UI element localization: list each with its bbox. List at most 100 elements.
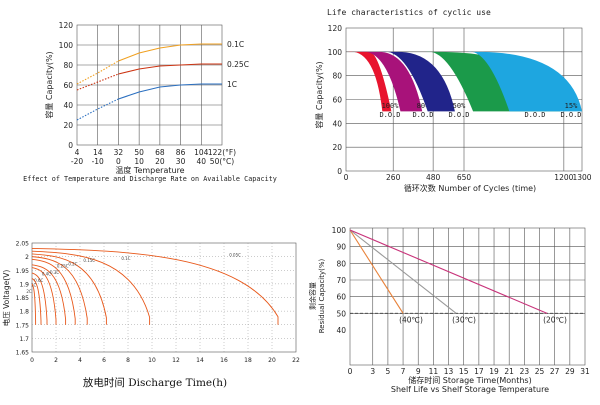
c1-series-label-0.25C: 0.25C bbox=[227, 60, 249, 69]
c4-y-tick-label: 70 bbox=[336, 276, 346, 285]
c1-x-tick-f-label: 50 bbox=[134, 148, 144, 157]
c3-series-label: 1C bbox=[31, 282, 37, 287]
c4-x-axis-label: 储存时间 Storage Time(Months) bbox=[408, 375, 531, 385]
c4-x-tick-label: 23 bbox=[520, 367, 530, 376]
c3-x-tick-label: 4 bbox=[78, 357, 82, 364]
c3-y-tick-label: 2 bbox=[25, 254, 29, 261]
c1-series-dashed-0.1C bbox=[76, 60, 119, 85]
c3-x-tick-label: 18 bbox=[244, 357, 252, 364]
c4-x-tick-label: 15 bbox=[459, 367, 469, 376]
c2-x-axis-label: 循环次数 Number of Cycles (time) bbox=[404, 183, 536, 193]
c2-y-tick-label: 0 bbox=[337, 167, 342, 176]
c3-x-tick-label: 0 bbox=[30, 357, 34, 364]
c2-area-15% D.O.D bbox=[467, 51, 582, 112]
c3-x-tick-label: 14 bbox=[196, 357, 204, 364]
c1-y-tick-label: 80 bbox=[63, 61, 73, 70]
c2-y-axis-label: 容量 Capacity(%) bbox=[314, 61, 324, 128]
c1-x-tick-f-label: 104 bbox=[194, 148, 209, 157]
c1-x-tick-c-label: -20 bbox=[71, 157, 83, 166]
c4-series-40°C bbox=[349, 229, 404, 314]
c2-y-tick-label: 100 bbox=[328, 48, 343, 57]
c4-x-tick-label: 7 bbox=[401, 367, 406, 376]
c3-x-tick-label: 2 bbox=[54, 357, 58, 364]
c2-x-tick-label: 480 bbox=[426, 173, 441, 182]
c1-y-tick-label: 0 bbox=[68, 141, 73, 150]
c4-series-label: (20℃) bbox=[543, 315, 567, 324]
c4-y-tick-label: 80 bbox=[336, 259, 346, 268]
c3-series-label: 0.15C bbox=[83, 258, 95, 263]
c3-y-tick-label: 1.95 bbox=[16, 268, 30, 275]
c3-x-axis-label: 放电时间 Discharge Time(h) bbox=[83, 376, 227, 389]
c2-series-dod-label: D.O.D bbox=[560, 111, 581, 119]
c2-series-dod-label: D.O.D bbox=[448, 111, 469, 119]
c1-x-tick-c-label: 0 bbox=[116, 157, 121, 166]
c2-series-pct-label: 15% bbox=[565, 102, 578, 110]
c2-y-tick-label: 40 bbox=[332, 119, 342, 128]
c1-series-0.25C bbox=[118, 63, 222, 75]
c4-x-tick-label: 9 bbox=[416, 367, 421, 376]
c3-series-1C bbox=[31, 278, 42, 325]
c3-y-tick-label: 1.85 bbox=[16, 295, 30, 302]
c3-series-0.15C bbox=[31, 253, 107, 325]
c3-series-0.1C bbox=[31, 250, 151, 325]
c2-x-tick-label: 260 bbox=[386, 173, 401, 182]
c2-x-tick-label: 650 bbox=[457, 173, 472, 182]
c3-x-tick-label: 20 bbox=[268, 357, 276, 364]
c3-y-tick-label: 1.8 bbox=[19, 309, 29, 316]
c3-y-tick-label: 1.75 bbox=[16, 322, 30, 329]
c3-series-0.3C bbox=[31, 264, 67, 325]
c4-x-tick-label: 11 bbox=[429, 367, 439, 376]
c2-series-dod-label: D.O.D bbox=[412, 111, 433, 119]
c1-x-tick-f-label: 14 bbox=[93, 148, 103, 157]
c1-series-dashed-0.25C bbox=[76, 73, 119, 91]
c3-series-label: 0.2C bbox=[68, 262, 77, 267]
c3-series-label: 0.1C bbox=[121, 256, 130, 261]
c1-x-tick-c-label: 30 bbox=[176, 157, 186, 166]
c1-x-tick-c-label: 20 bbox=[155, 157, 165, 166]
shelf-life-chart: 40 50 60 70 80 90 100 0 3 5 7 9 11 13 15 17 19 21 23 25 27 29… bbox=[308, 226, 590, 394]
c4-y-tick-label: 50 bbox=[336, 309, 346, 318]
c4-x-tick-label: 13 bbox=[444, 367, 454, 376]
c1-x-tick-f-label: 4 bbox=[75, 148, 80, 157]
c3-x-tick-label: 10 bbox=[148, 357, 156, 364]
c1-series-1C bbox=[118, 83, 222, 100]
c3-series-label: 0.05C bbox=[229, 252, 241, 257]
c3-series-label: 0.25C bbox=[57, 263, 69, 268]
c3-series-2C bbox=[31, 283, 37, 325]
c1-x-tick-f-label: 86 bbox=[176, 148, 186, 157]
c1-y-tick-label: 120 bbox=[59, 21, 74, 30]
c4-y-tick-label: 40 bbox=[336, 326, 346, 335]
c4-series-20°C bbox=[349, 229, 548, 314]
c4-series-30°C bbox=[349, 229, 457, 314]
c3-series-label: 0.4C bbox=[42, 272, 51, 277]
c1-y-tick-label: 20 bbox=[63, 121, 73, 130]
c4-series-label: (30℃) bbox=[452, 315, 476, 324]
c1-x-tick-c-label: 40 bbox=[197, 157, 207, 166]
c3-series-label: 2C bbox=[26, 289, 32, 294]
c3-y-tick-label: 2.05 bbox=[16, 241, 30, 248]
c2-y-tick-label: 120 bbox=[328, 24, 343, 33]
c3-x-tick-label: 8 bbox=[126, 357, 130, 364]
c2-x-tick-label: 1300 bbox=[572, 173, 591, 182]
c1-x-axis-label: 温度 Temperature bbox=[115, 165, 184, 175]
c4-x-tick-label: 21 bbox=[504, 367, 514, 376]
c4-x-tick-label: 19 bbox=[489, 367, 499, 376]
c2-series-pct-label: 100% bbox=[382, 102, 400, 110]
c1-y-axis-label: 容量 Capacity(%) bbox=[44, 51, 54, 118]
c2-y-tick-label: 60 bbox=[332, 96, 342, 105]
c4-x-tick-label: 27 bbox=[550, 367, 560, 376]
c1-title: Effect of Temperature and Discharge Rate… bbox=[23, 175, 277, 183]
c3-series-0.05C bbox=[31, 248, 279, 325]
c4-series-label: (40℃) bbox=[399, 315, 423, 324]
c4-y-tick-label: 60 bbox=[336, 293, 346, 302]
c3-series-0.4C bbox=[31, 267, 57, 325]
c2-title: Life characteristics of cyclic use bbox=[327, 8, 491, 17]
c1-y-tick-label: 100 bbox=[59, 41, 74, 50]
c4-x-tick-label: 5 bbox=[386, 367, 391, 376]
c4-y-tick-label: 90 bbox=[336, 243, 346, 252]
c3-x-tick-label: 22 bbox=[292, 357, 300, 364]
c1-series-0.1C bbox=[118, 43, 222, 62]
